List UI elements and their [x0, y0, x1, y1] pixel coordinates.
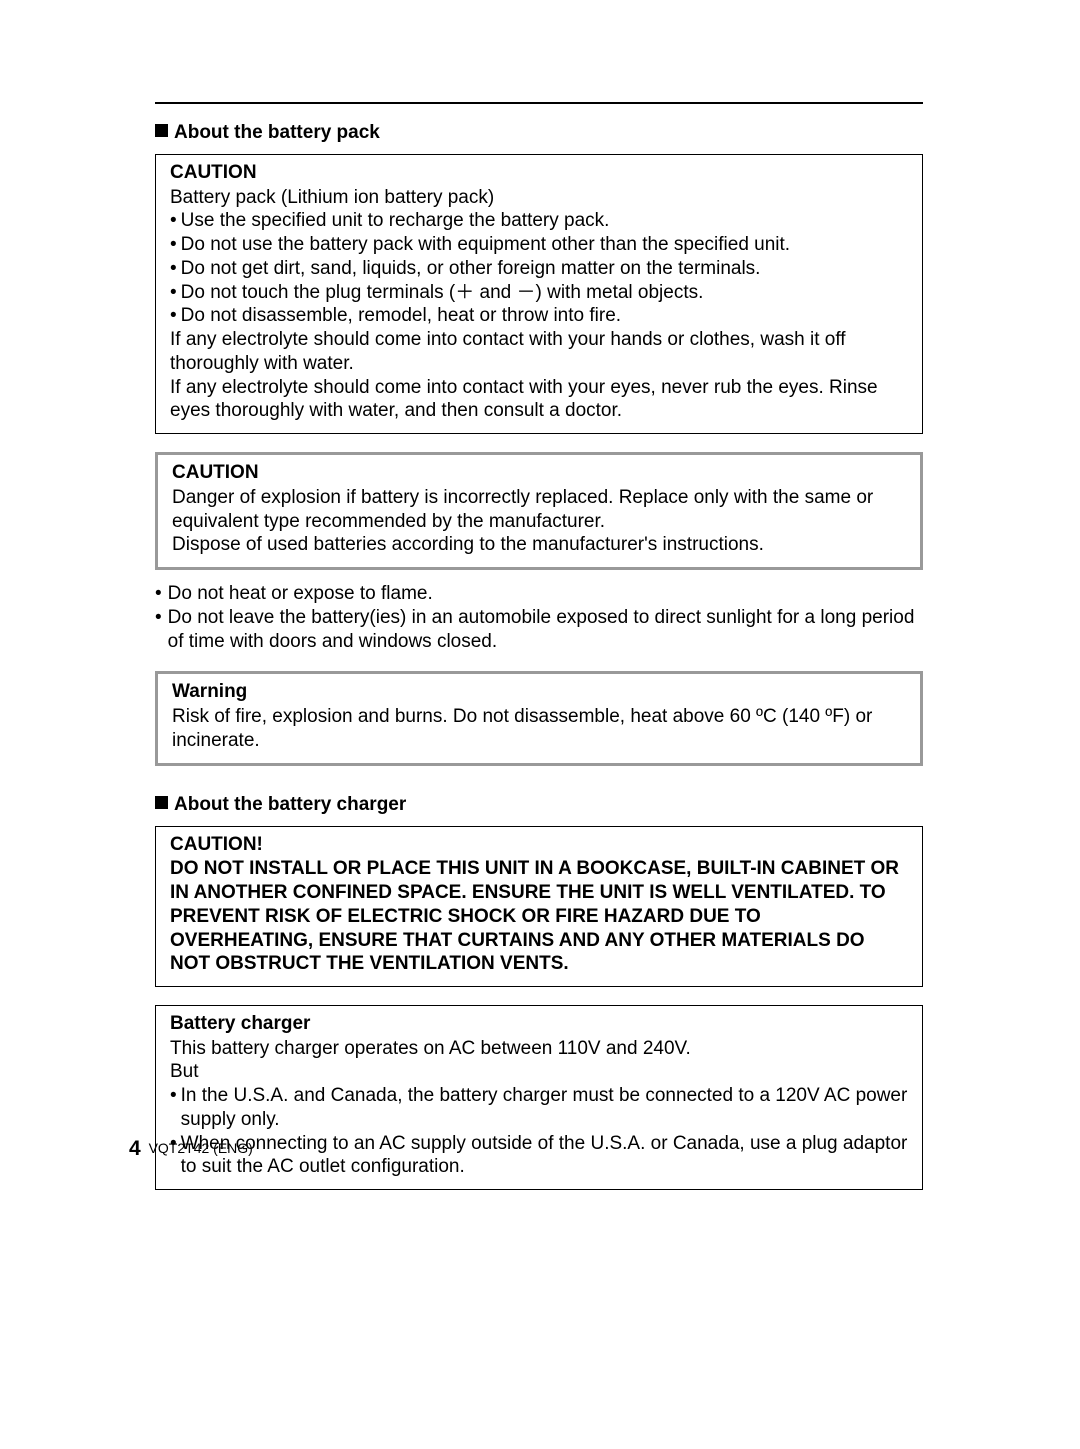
caution-box-battery-pack: CAUTION Battery pack (Lithium ion batter…	[155, 154, 923, 434]
page-content: About the battery pack CAUTION Battery p…	[155, 102, 923, 1202]
bullet-icon: •	[170, 233, 181, 257]
battery-charger-box: Battery charger This battery charger ope…	[155, 1005, 923, 1190]
warning-heading: Warning	[172, 680, 906, 705]
section-title: About the battery charger	[174, 794, 406, 815]
caution-intro: Battery pack (Lithium ion battery pack)	[170, 186, 908, 210]
free-bullets: •Do not heat or expose to flame. •Do not…	[155, 582, 923, 653]
bullet-icon: •	[170, 281, 181, 305]
bullet-icon: •	[155, 606, 166, 654]
page-number: 4	[129, 1137, 141, 1160]
list-item: •Do not heat or expose to flame.	[155, 582, 923, 606]
bullet-icon: •	[155, 582, 166, 606]
caution-box-replacement: CAUTION Danger of explosion if battery i…	[155, 452, 923, 570]
caution-heading: CAUTION	[170, 161, 908, 186]
caution-heading: CAUTION!	[170, 833, 908, 858]
caution-box-charger-install: CAUTION! DO NOT INSTALL OR PLACE THIS UN…	[155, 826, 923, 987]
caution-para: Danger of explosion if battery is incorr…	[172, 486, 906, 534]
top-rule	[155, 102, 923, 104]
caution-bold-text: DO NOT INSTALL OR PLACE THIS UNIT IN A B…	[170, 857, 908, 976]
bullet-icon: •	[170, 209, 181, 233]
caution-bullets: •Use the specified unit to recharge the …	[170, 209, 908, 328]
list-item: •When connecting to an AC supply outside…	[170, 1132, 908, 1180]
caution-heading: CAUTION	[172, 461, 906, 486]
bullet-text: Do not touch the plug terminals (＋ and －…	[181, 281, 908, 305]
caution-para: Dispose of used batteries according to t…	[172, 533, 906, 557]
page-footer: 4 VQT2T42 (ENG)	[129, 1137, 253, 1161]
section-header-battery-charger: About the battery charger	[155, 794, 923, 816]
square-bullet-icon	[155, 796, 168, 809]
list-item: •Do not touch the plug terminals (＋ and …	[170, 281, 908, 305]
bullet-text: Do not get dirt, sand, liquids, or other…	[181, 257, 908, 281]
bullet-text: Do not leave the battery(ies) in an auto…	[166, 606, 923, 654]
doc-code: VQT2T42 (ENG)	[149, 1140, 253, 1156]
list-item: •Do not leave the battery(ies) in an aut…	[155, 606, 923, 654]
charger-para: This battery charger operates on AC betw…	[170, 1037, 908, 1061]
caution-para: If any electrolyte should come into cont…	[170, 376, 908, 424]
list-item: •Do not get dirt, sand, liquids, or othe…	[170, 257, 908, 281]
bullet-text: When connecting to an AC supply outside …	[181, 1132, 908, 1180]
charger-para: But	[170, 1060, 908, 1084]
bullet-text: Do not use the battery pack with equipme…	[181, 233, 908, 257]
battery-charger-heading: Battery charger	[170, 1012, 908, 1037]
list-item: •In the U.S.A. and Canada, the battery c…	[170, 1084, 908, 1132]
bullet-text: Do not disassemble, remodel, heat or thr…	[181, 304, 908, 328]
bullet-text: Use the specified unit to recharge the b…	[181, 209, 908, 233]
warning-box: Warning Risk of fire, explosion and burn…	[155, 671, 923, 765]
list-item: •Do not use the battery pack with equipm…	[170, 233, 908, 257]
bullet-icon: •	[170, 257, 181, 281]
charger-bullets: •In the U.S.A. and Canada, the battery c…	[170, 1084, 908, 1179]
bullet-text: In the U.S.A. and Canada, the battery ch…	[181, 1084, 908, 1132]
section-header-battery-pack: About the battery pack	[155, 122, 923, 144]
caution-para: If any electrolyte should come into cont…	[170, 328, 908, 376]
section-title: About the battery pack	[174, 122, 380, 143]
list-item: •Do not disassemble, remodel, heat or th…	[170, 304, 908, 328]
list-item: •Use the specified unit to recharge the …	[170, 209, 908, 233]
square-bullet-icon	[155, 124, 168, 137]
bullet-icon: •	[170, 1084, 181, 1132]
warning-para: Risk of fire, explosion and burns. Do no…	[172, 705, 906, 753]
bullet-text: Do not heat or expose to flame.	[166, 582, 923, 606]
bullet-icon: •	[170, 304, 181, 328]
